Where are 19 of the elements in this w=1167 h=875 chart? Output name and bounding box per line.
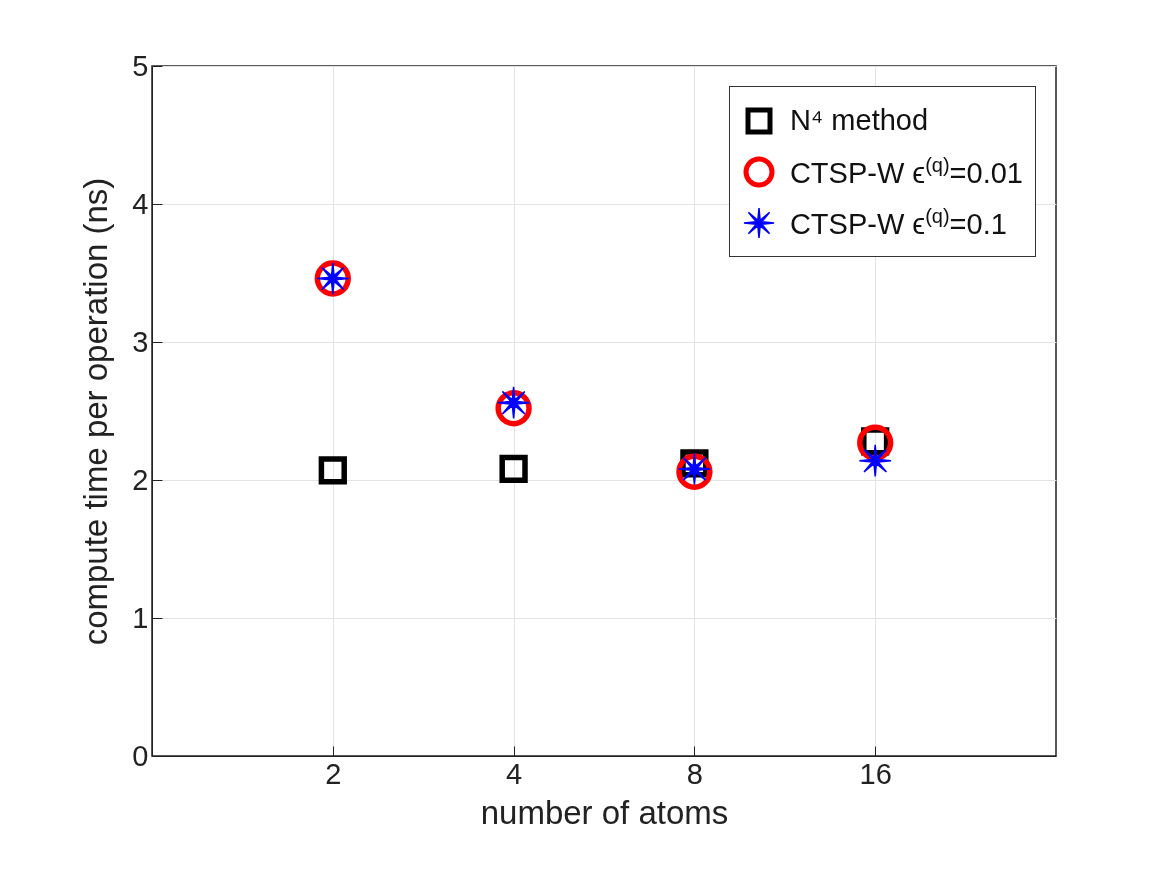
x-tick-label: 8 <box>686 757 703 790</box>
y-tick-label: 0 <box>132 739 149 772</box>
y-tick-label: 5 <box>132 49 149 82</box>
point <box>318 456 347 485</box>
x-tick-label: 4 <box>506 757 523 790</box>
y-tick-label: 4 <box>132 187 149 220</box>
point <box>497 386 531 420</box>
x-tick-label: 2 <box>325 757 342 790</box>
y-tick-label: 3 <box>132 325 149 358</box>
y-axis-title: compute time per operation (ns) <box>77 177 115 646</box>
x-tick-label: 16 <box>859 757 892 790</box>
point <box>858 444 892 478</box>
y-tick-label: 1 <box>132 601 149 634</box>
y-tick-label: 2 <box>132 463 149 496</box>
legend-label: N⁴ method <box>789 104 929 137</box>
legend-label: CTSP-W ϵ$^{(q)}$=0.1 <box>789 204 1007 241</box>
x-axis-title: number of atoms <box>480 793 729 831</box>
legend-label: CTSP-W ϵ$^{(q)}$=0.01 <box>789 153 1023 190</box>
point <box>499 454 528 484</box>
